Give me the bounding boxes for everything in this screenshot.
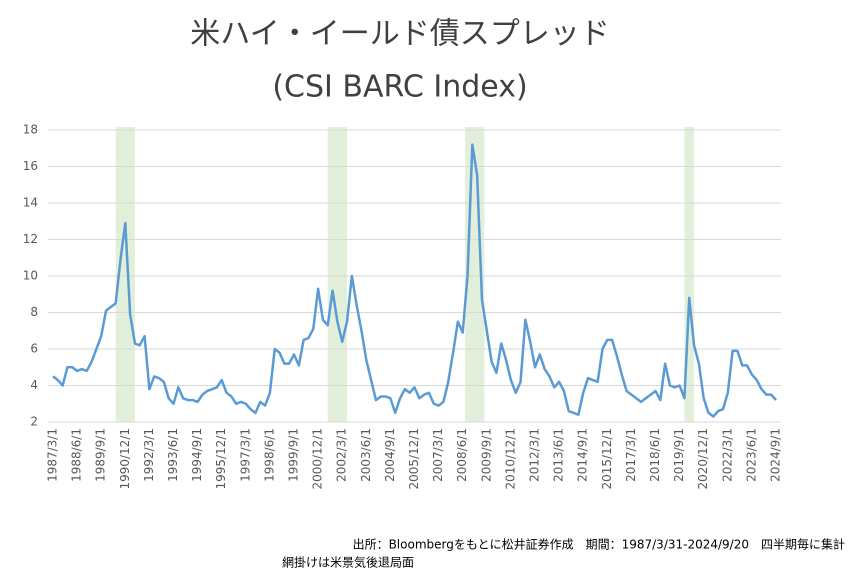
x-tick-label: 2019/9/1: [672, 428, 686, 482]
x-tick-label: 1999/9/1: [287, 428, 301, 482]
x-tick-label: 1998/6/1: [262, 428, 276, 482]
y-tick-label: 4: [30, 378, 38, 392]
x-tick-label: 2018/6/1: [648, 428, 662, 482]
x-tick-label: 2002/3/1: [335, 428, 349, 482]
chart-subtitle: (CSI BARC Index): [272, 70, 527, 105]
x-tick-label: 2017/3/1: [624, 428, 638, 482]
x-tick-label: 1987/3/1: [46, 428, 60, 482]
y-tick-label: 2: [30, 415, 38, 429]
x-tick-label: 1995/12/1: [214, 428, 228, 490]
x-tick-label: 2007/3/1: [431, 428, 445, 482]
x-tick-label: 1997/3/1: [238, 428, 252, 482]
x-tick-label: 2005/12/1: [407, 428, 421, 490]
y-tick-label: 10: [23, 269, 38, 283]
x-tick-label: 1994/9/1: [190, 428, 204, 482]
x-tick-label: 2008/6/1: [455, 428, 469, 482]
y-tick-label: 6: [30, 342, 38, 356]
y-tick-label: 18: [23, 123, 38, 137]
y-tick-label: 12: [23, 232, 38, 246]
recession-shade: [327, 127, 348, 422]
x-tick-label: 1992/3/1: [142, 428, 156, 482]
x-tick-label: 2004/9/1: [383, 428, 397, 482]
x-tick-label: 1990/12/1: [118, 428, 132, 490]
x-tick-label: 2024/9/1: [769, 428, 783, 482]
x-tick-label: 1989/9/1: [94, 428, 108, 482]
source-note: 出所：Bloombergをもとに松井証券作成 期間：1987/3/31-2024…: [353, 537, 845, 552]
x-tick-label: 2000/12/1: [311, 428, 325, 490]
x-tick-label: 2010/12/1: [503, 428, 517, 490]
x-tick-label: 2014/9/1: [576, 428, 590, 482]
shading-note: 網掛けは米景気後退局面: [282, 555, 414, 570]
y-tick-label: 8: [30, 305, 38, 319]
x-tick-label: 2023/6/1: [744, 428, 758, 482]
x-tick-label: 2009/9/1: [479, 428, 493, 482]
x-tick-label: 1993/6/1: [166, 428, 180, 482]
x-tick-label: 2012/3/1: [528, 428, 542, 482]
spread-line: [52, 143, 777, 418]
x-tick-label: 1988/6/1: [70, 428, 84, 482]
recession-shade: [115, 127, 135, 422]
x-tick-label: 2022/3/1: [720, 428, 734, 482]
x-tick-label: 2013/6/1: [552, 428, 566, 482]
y-tick-label: 14: [23, 196, 38, 210]
recession-shade: [684, 127, 695, 422]
x-tick-label: 2015/12/1: [600, 428, 614, 490]
y-tick-label: 16: [23, 159, 38, 173]
x-tick-label: 2003/6/1: [359, 428, 373, 482]
chart-title: 米ハイ・イールド債スプレッド: [190, 17, 609, 52]
x-tick-label: 2020/12/1: [696, 428, 710, 490]
